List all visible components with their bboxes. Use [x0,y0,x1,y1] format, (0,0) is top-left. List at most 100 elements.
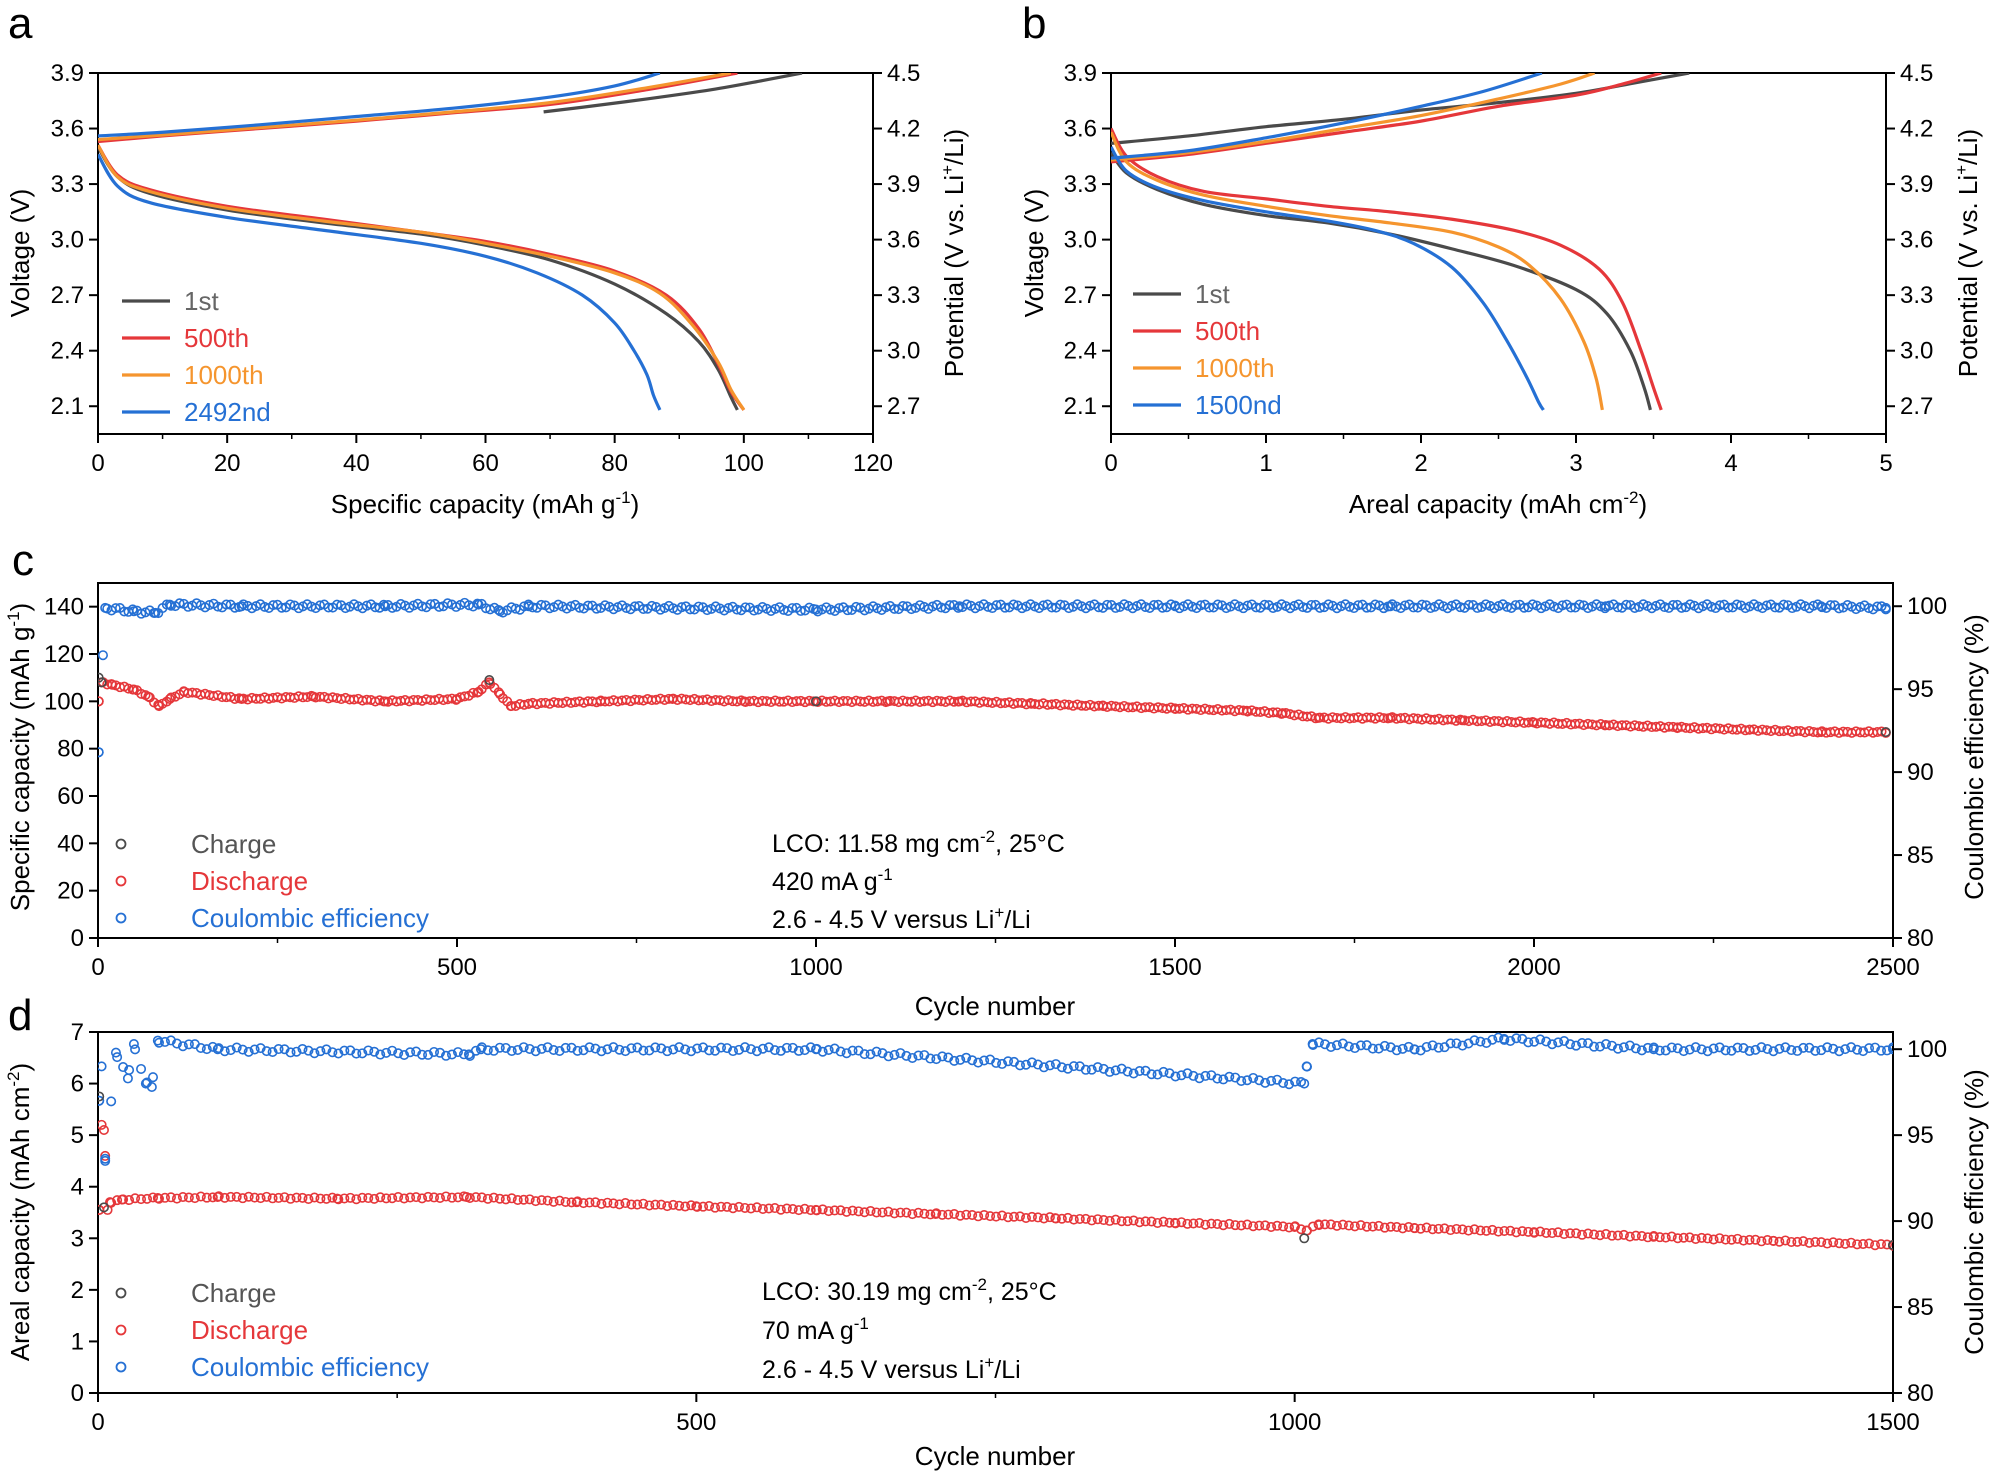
d-point [261,1191,272,1202]
c-point-anchor [473,686,484,697]
d-point [1313,1037,1324,1048]
d-point [1535,1226,1546,1237]
panel-c-series [98,597,1891,758]
d-point [375,1192,386,1203]
d-point [1379,1040,1390,1051]
c-x-tick-label: 500 [437,954,477,981]
d-point [751,1202,762,1213]
d-point [177,1192,188,1203]
d-point [1690,1234,1701,1245]
b-curve-1500nd-charge [1111,73,1543,160]
c-point [468,687,479,698]
d-point [1595,1041,1606,1052]
d-point [1194,1073,1205,1084]
c-point [323,602,334,613]
c-y-tick-label: 60 [57,783,84,810]
d-point [1044,1060,1055,1071]
panel-d-note-loading: LCO: 30.19 mg cm-2, 25°C [762,1275,1057,1306]
d-point [524,1043,535,1054]
d-point [1319,1039,1330,1050]
d-point [1182,1218,1193,1229]
d-point [1110,1214,1121,1225]
d-x-tick-label: 500 [676,1409,716,1436]
d-point [865,1049,876,1060]
panel-label-b: b [1022,0,1046,48]
d-point [1026,1211,1037,1222]
d-point [1726,1234,1737,1245]
d-point [853,1206,864,1217]
c-point [1046,602,1057,613]
d-point [1606,1040,1617,1051]
d-point [393,1192,404,1203]
d-point [632,1199,643,1210]
d-point [1511,1227,1522,1238]
d-point [1541,1228,1552,1239]
d-point [327,1047,338,1058]
c-point [387,602,398,613]
c-x-tick-label: 2500 [1866,954,1919,981]
d-point [1702,1046,1713,1057]
d-point [148,1192,159,1203]
d-point [1224,1218,1235,1229]
c-point-charge [810,696,821,707]
c-point [1723,602,1734,613]
b-legend-label-1000th: 1000th [1195,353,1275,383]
c-point [953,602,964,613]
a-x-tick-label: 20 [214,450,241,477]
d-point [321,1044,332,1055]
d-point [536,1043,547,1054]
d-point [548,1196,559,1207]
d-point [470,1192,481,1203]
d-point [1074,1213,1085,1224]
d-point-anchor [1768,1235,1779,1246]
d-point [554,1045,565,1056]
d-point [1858,1046,1869,1057]
d-point [1188,1070,1199,1081]
d-point [662,1046,673,1057]
d-point [626,1199,637,1210]
d-point-anchor [152,1193,163,1204]
c-point [1574,599,1585,610]
d-point [913,1050,924,1061]
d-point [1720,1045,1731,1056]
c-point [1510,600,1521,611]
d-point [1505,1035,1516,1046]
d-point [440,1050,451,1061]
d-point [704,1045,715,1056]
d-point [949,1055,960,1066]
c-point [944,600,955,611]
d-point [710,1202,721,1213]
d-point [530,1046,541,1057]
d-point [333,1048,344,1059]
d-point [219,1192,230,1203]
d-point [207,1041,218,1052]
d-point [1523,1226,1534,1237]
d-point [1750,1234,1761,1245]
d-point [979,1209,990,1220]
d-point [189,1193,200,1204]
d-point [1128,1215,1139,1226]
d-point [500,1194,511,1205]
d-point [1242,1075,1253,1086]
d-point [399,1049,410,1060]
d-point [1547,1039,1558,1050]
d-point-anchor [810,1044,821,1055]
d-point [859,1207,870,1218]
d-point [482,1045,493,1056]
b-x-tick-label: 5 [1879,450,1892,477]
d-y2-tick-label: 100 [1907,1036,1947,1063]
d-point-anchor [98,1124,109,1135]
d-point [243,1046,254,1057]
b-y-tick-label: 3.0 [1064,227,1097,254]
d-point [1080,1064,1091,1075]
c-point [434,601,445,612]
panel-b-legend: 1st 500th 1000th 1500nd [1133,279,1282,420]
c-point [1157,602,1168,613]
c-point-anchor [380,601,391,612]
d-point [871,1207,882,1218]
d-point [411,1192,422,1203]
d-point [799,1203,810,1214]
d-point [1397,1043,1408,1054]
d-point [399,1193,410,1204]
d-point [560,1042,571,1053]
